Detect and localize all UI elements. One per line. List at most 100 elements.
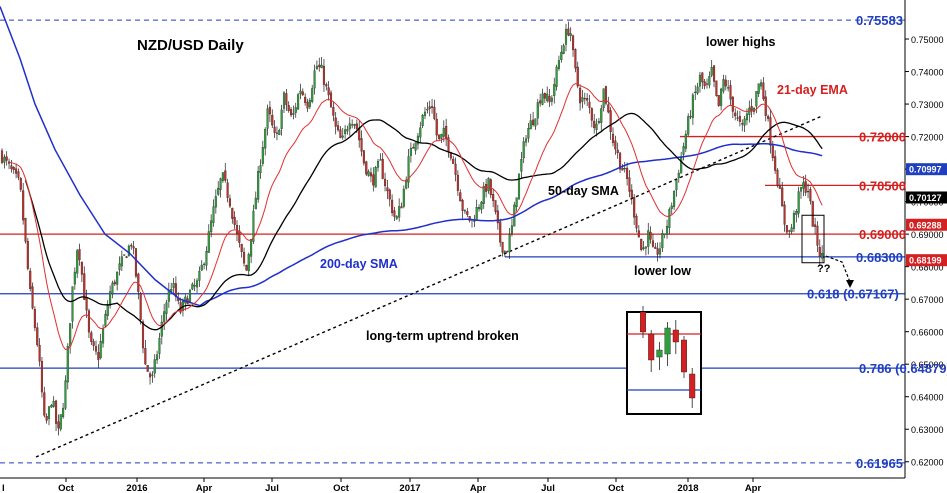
candle-body-111 xyxy=(261,147,264,164)
candle-body-234 xyxy=(550,97,553,102)
candle-body-312 xyxy=(734,112,737,117)
candle-body-184 xyxy=(433,106,436,119)
candle-body-186 xyxy=(438,134,441,139)
candle-body-256 xyxy=(602,88,605,109)
candle-body-199 xyxy=(468,216,471,221)
candle-body-53 xyxy=(125,256,128,259)
candle-body-225 xyxy=(529,120,532,130)
candle-body-264 xyxy=(621,167,624,171)
candle-body-148 xyxy=(348,123,351,130)
candle-body-282 xyxy=(663,233,666,235)
candle-body-239 xyxy=(562,45,565,54)
candle-body-193 xyxy=(454,163,457,175)
recent-candles-box xyxy=(801,214,825,264)
x-tick-label-5: 2017 xyxy=(399,483,420,493)
candle-body-177 xyxy=(416,135,419,145)
candle-body-48 xyxy=(113,281,116,285)
candle-body-101 xyxy=(238,230,241,243)
candle-body-220 xyxy=(517,173,521,200)
candle-body-93 xyxy=(219,178,222,190)
level-label-6: 0.786 (0.64879) xyxy=(859,361,947,376)
candle-body-278 xyxy=(654,246,657,249)
candle-body-114 xyxy=(268,106,271,115)
candle-body-124 xyxy=(292,112,295,115)
candle-body-327 xyxy=(769,117,772,146)
candle-body-258 xyxy=(607,104,610,113)
candle-body-105 xyxy=(247,254,250,272)
candle-body-154 xyxy=(362,150,365,164)
candle-body-331 xyxy=(778,184,781,189)
price-badge-label-1: 0.70127 xyxy=(909,193,942,203)
candle-body-11 xyxy=(26,241,29,269)
level-label-0: 0.75583 xyxy=(856,13,903,28)
candle-body-227 xyxy=(534,118,537,127)
candle-body-141 xyxy=(332,107,335,116)
candle-body-47 xyxy=(111,282,114,295)
candle-body-187 xyxy=(440,133,443,139)
candle-body-237 xyxy=(557,60,560,69)
candle-body-139 xyxy=(327,87,330,96)
candle-body-298 xyxy=(701,72,704,83)
candle-body-291 xyxy=(684,133,687,149)
candle-body-284 xyxy=(668,209,671,229)
candle-body-210 xyxy=(494,200,497,212)
candle-body-201 xyxy=(473,220,476,222)
inset-body-3 xyxy=(664,327,671,355)
x-tick-label-2: Apr xyxy=(196,483,213,493)
candle-body-70 xyxy=(165,302,168,314)
candle-body-221 xyxy=(520,159,523,172)
candle-body-82 xyxy=(193,285,196,287)
candle-body-263 xyxy=(619,152,622,170)
candle-body-347 xyxy=(816,225,819,246)
candle-body-292 xyxy=(687,116,690,135)
candle-body-2 xyxy=(5,156,8,161)
candle-body-56 xyxy=(132,246,135,249)
candle-body-285 xyxy=(670,205,673,209)
candle-body-166 xyxy=(391,199,394,214)
candle-body-270 xyxy=(635,216,638,229)
candle-body-329 xyxy=(774,156,777,171)
y-tick-label-11: 0.73000 xyxy=(911,100,944,110)
price-badge-1 xyxy=(906,191,947,204)
candle-body-103 xyxy=(242,251,246,264)
candle-body-226 xyxy=(532,119,535,126)
candle-body-224 xyxy=(527,128,530,139)
candle-body-125 xyxy=(294,107,297,113)
candle-body-268 xyxy=(630,189,633,198)
candle-body-54 xyxy=(127,245,130,256)
candle-body-328 xyxy=(771,145,774,159)
candle-body-334 xyxy=(785,225,788,233)
candle-body-244 xyxy=(574,49,577,69)
price-badge-2 xyxy=(906,218,947,231)
candle-body-81 xyxy=(191,283,194,290)
candle-body-257 xyxy=(604,86,607,104)
candle-body-119 xyxy=(280,109,283,129)
price-badge-label-2: 0.69288 xyxy=(909,220,942,230)
sma-200-line xyxy=(0,6,823,307)
candle-body-339 xyxy=(797,191,800,214)
candle-body-286 xyxy=(673,191,676,207)
candle-body-281 xyxy=(661,233,664,249)
y-tick-label-4: 0.66000 xyxy=(911,328,944,338)
candle-body-116 xyxy=(273,126,276,133)
candle-body-29 xyxy=(69,323,72,347)
candle-body-165 xyxy=(388,189,391,200)
candle-body-283 xyxy=(666,225,669,235)
level-label-7: 0.61965 xyxy=(856,456,903,471)
candle-body-89 xyxy=(210,220,213,233)
candle-body-158 xyxy=(372,174,375,186)
candle-body-304 xyxy=(715,80,718,96)
annotation-50-day-sma: 50-day SMA xyxy=(548,184,619,198)
candle-body-176 xyxy=(414,142,417,151)
candle-body-248 xyxy=(583,98,586,100)
annotation-21-day-ema: 21-day EMA xyxy=(777,83,848,97)
candle-body-40 xyxy=(94,346,98,352)
candle-body-260 xyxy=(611,133,615,143)
candle-body-159 xyxy=(374,167,377,188)
inset-body-4 xyxy=(672,329,679,343)
annotation-200-day-sma: 200-day SMA xyxy=(320,257,398,271)
candle-body-302 xyxy=(710,67,713,76)
candle-body-213 xyxy=(501,241,504,253)
candle-body-183 xyxy=(430,106,434,108)
candle-body-162 xyxy=(381,158,384,179)
